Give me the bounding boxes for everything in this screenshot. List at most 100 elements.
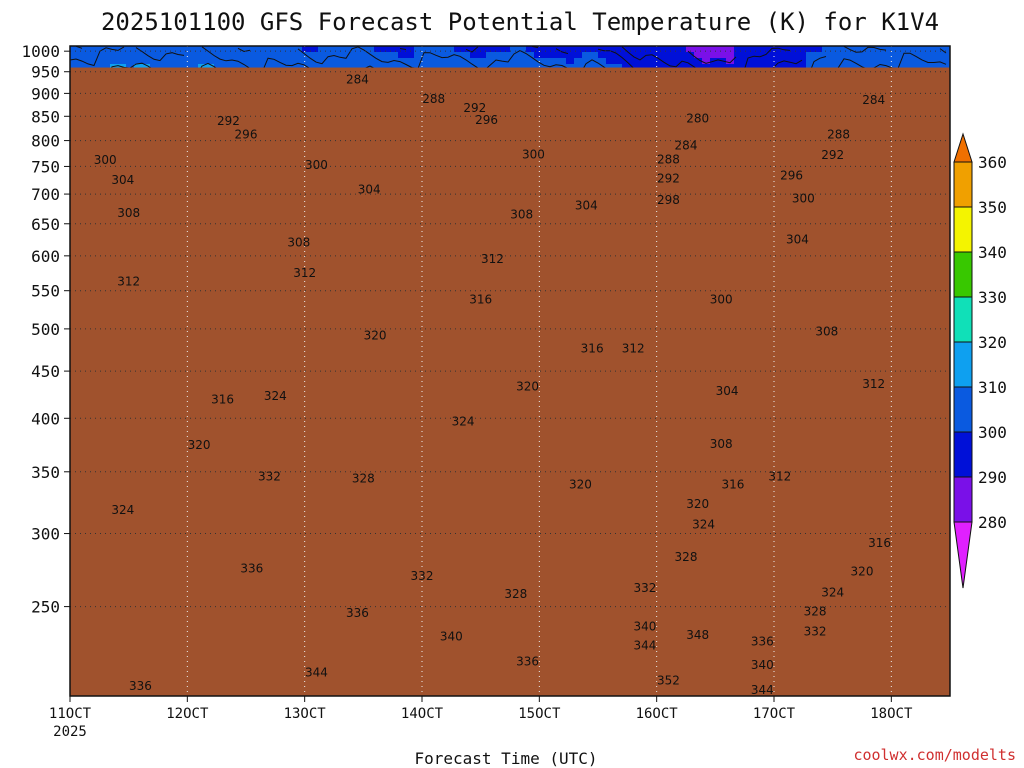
contour-label-25: 332 — [258, 469, 281, 483]
contour-label-41: 308 — [815, 324, 838, 338]
contour-label-46: 312 — [481, 252, 504, 266]
contour-label-49: 308 — [117, 206, 140, 220]
contour-label-10: 348 — [686, 628, 709, 642]
contour-label-64: 288 — [827, 128, 850, 142]
contour-label-27: 320 — [569, 478, 592, 492]
contour-label-26: 328 — [352, 472, 375, 486]
contour-label-16: 324 — [821, 585, 844, 599]
contour-label-1: 344 — [305, 666, 328, 680]
contour-label-17: 320 — [851, 564, 874, 578]
contour-label-38: 316 — [581, 342, 604, 356]
contour-label-34: 308 — [710, 437, 733, 451]
colorbar-label-6: 340 — [978, 243, 1007, 262]
contour-label-3: 336 — [516, 654, 539, 668]
contour-label-51: 304 — [575, 199, 598, 213]
y-tick-label-3: 400 — [31, 409, 60, 428]
contour-labels: 336 344 340 336 352 344 340 336 344 340 348 336 332 3… — [94, 72, 891, 697]
contour-label-71: 288 — [422, 92, 445, 106]
contour-label-43: 300 — [710, 293, 733, 307]
y-tick-label-0: 250 — [31, 598, 60, 617]
contour-label-53: 304 — [358, 183, 381, 197]
ground-fill — [70, 67, 950, 696]
contour-label-55: 300 — [792, 192, 815, 206]
colorbar-segment-7 — [953, 206, 973, 253]
contour-label-5: 344 — [751, 683, 774, 697]
contour-label-14: 332 — [804, 624, 827, 638]
credit-link[interactable]: coolwx.com/modelts — [853, 746, 1016, 764]
colorbar-label-2: 300 — [978, 423, 1007, 442]
colorbar-label-1: 290 — [978, 468, 1007, 487]
contour-label-36: 304 — [716, 384, 739, 398]
y-tick-label-1: 300 — [31, 525, 60, 544]
contour-label-61: 288 — [657, 153, 680, 167]
contour-label-0: 336 — [129, 679, 152, 693]
y-tick-label-11: 800 — [31, 132, 60, 151]
contour-label-69: 280 — [686, 112, 709, 126]
contour-label-68: 292 — [463, 101, 486, 115]
contour-label-47: 304 — [786, 232, 809, 246]
y-tick-label-14: 950 — [31, 63, 60, 82]
contour-label-42: 316 — [469, 293, 492, 307]
y-tick-label-12: 850 — [31, 107, 60, 126]
contour-label-15: 328 — [804, 604, 827, 618]
contour-label-23: 336 — [240, 561, 263, 575]
contour-label-13: 328 — [504, 587, 527, 601]
x-tick-label-7: 18OCT — [870, 706, 913, 722]
contour-label-24: 324 — [111, 503, 134, 517]
x-tick-label-4: 15OCT — [518, 706, 561, 722]
contour-label-50: 308 — [510, 208, 533, 222]
contour-label-67: 296 — [475, 113, 498, 127]
colorbar-segment-3 — [953, 386, 973, 433]
contour-label-44: 312 — [117, 274, 140, 288]
contour-label-33: 324 — [264, 389, 287, 403]
colorbar-segment-2 — [953, 431, 973, 478]
isentrope-290 — [687, 50, 737, 64]
contour-label-6: 340 — [751, 658, 774, 672]
colorbar-segment-6 — [953, 251, 973, 298]
y-tick-label-10: 750 — [31, 157, 60, 176]
contour-label-31: 324 — [452, 414, 475, 428]
colorbar-label-7: 350 — [978, 198, 1007, 217]
y-tick-label-6: 550 — [31, 282, 60, 301]
colorbar-label-0: 280 — [978, 513, 1007, 532]
contour-label-30: 320 — [188, 438, 211, 452]
contour-label-32: 316 — [211, 393, 234, 407]
colorbar-segment-8 — [953, 161, 973, 208]
colorbar-label-4: 320 — [978, 333, 1007, 352]
contour-label-11: 336 — [346, 606, 369, 620]
colorbar-segment-1 — [953, 476, 973, 523]
contour-label-63: 284 — [675, 139, 698, 153]
y-tick-label-13: 900 — [31, 84, 60, 103]
contour-label-58: 300 — [94, 153, 117, 167]
contour-label-22: 316 — [868, 536, 891, 550]
x-tick-label-1: 12OCT — [166, 706, 209, 722]
colorbar-top-arrow — [953, 132, 973, 163]
contour-label-65: 296 — [235, 128, 258, 142]
contour-label-66: 292 — [217, 114, 240, 128]
contour-label-28: 316 — [721, 478, 744, 492]
x-tick-label-5: 16OCT — [636, 706, 679, 722]
contour-label-8: 344 — [633, 638, 656, 652]
contour-label-19: 328 — [675, 550, 698, 564]
y-tick-label-15: 1000 — [21, 42, 60, 61]
x-tick-label-6: 17OCT — [753, 706, 796, 722]
colorbar-bottom-arrow — [953, 521, 973, 589]
y-tick-label-8: 650 — [31, 215, 60, 234]
contour-label-39: 312 — [622, 342, 645, 356]
contour-label-62: 292 — [821, 148, 844, 162]
colorbar-label-5: 330 — [978, 288, 1007, 307]
contour-label-21: 320 — [686, 497, 709, 511]
chart-title: 2025101100 GFS Forecast Potential Temper… — [101, 8, 939, 36]
contour-label-4: 352 — [657, 673, 680, 687]
y-tick-label-4: 450 — [31, 362, 60, 381]
colorbar-segment-4 — [953, 341, 973, 388]
contour-label-45: 312 — [293, 266, 316, 280]
x-tick-label-3: 14OCT — [401, 706, 444, 722]
y-tick-label-5: 500 — [31, 320, 60, 339]
colorbar: 280 290 300 310 320 330 340 350 360 — [953, 132, 1007, 589]
x-tick-label-2: 13OCT — [284, 706, 327, 722]
contour-label-18: 332 — [633, 581, 656, 595]
contour-label-54: 298 — [657, 193, 680, 207]
y-tick-label-7: 600 — [31, 247, 60, 266]
